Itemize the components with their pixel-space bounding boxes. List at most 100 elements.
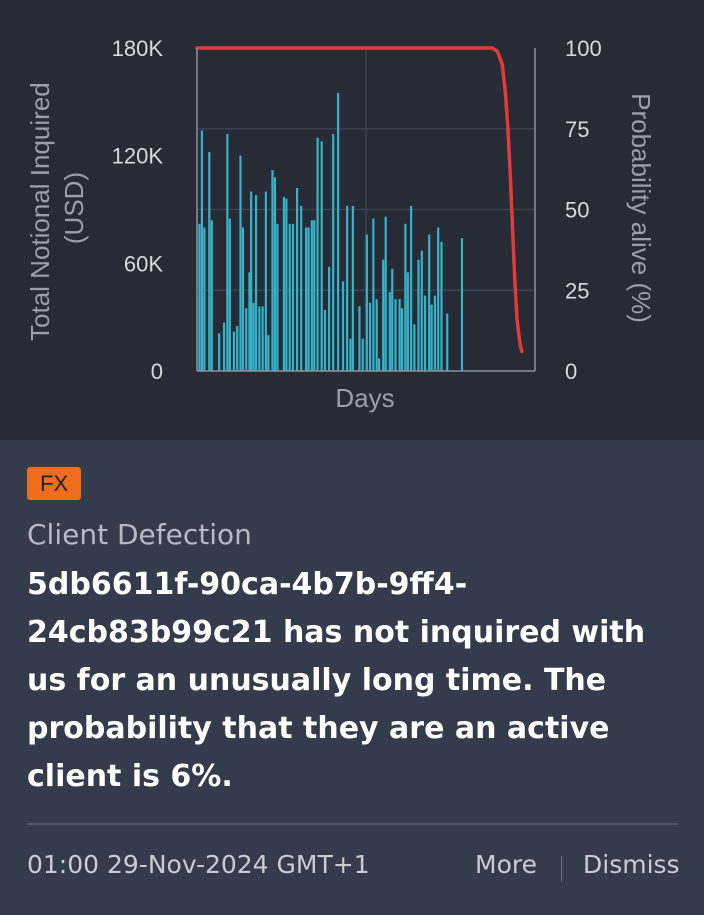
bar-6 (222, 322, 226, 371)
footer-separator (561, 856, 562, 882)
chart-bars (198, 92, 464, 371)
bar-50 (375, 299, 378, 371)
bar-35 (316, 137, 319, 371)
bar-72 (460, 238, 464, 371)
bar-15 (250, 191, 253, 371)
bar-21 (267, 335, 270, 371)
bar-20 (264, 191, 268, 371)
bar-18 (258, 306, 261, 371)
bar-47 (365, 234, 368, 371)
bar-42 (346, 205, 349, 371)
bar-27 (288, 223, 291, 371)
chart-line (195, 46, 524, 354)
bar-19 (261, 306, 264, 371)
left-tick-label: 0 (151, 359, 163, 384)
bar-5 (218, 333, 221, 371)
bar-58 (400, 308, 404, 371)
bar-2 (203, 227, 206, 371)
bar-37 (323, 309, 327, 371)
right-tick-label: 100 (565, 36, 602, 61)
bar-26 (285, 198, 288, 371)
bar-25 (282, 196, 286, 371)
bar-16 (252, 302, 255, 371)
bar-38 (327, 266, 331, 371)
bar-57 (398, 299, 401, 371)
bar-11 (239, 155, 242, 371)
notional-probability-chart: 180K 120K 60K 0 100 75 50 25 0 Days Total Notio… (0, 0, 704, 440)
chart-frame (196, 48, 536, 372)
bar-56 (394, 299, 397, 371)
left-axis-title-line-1: Total Notional Inquired (25, 82, 55, 341)
bar-29 (295, 187, 299, 371)
bar-32 (307, 227, 310, 371)
alert-category: Client Defection (27, 518, 252, 551)
bar-52 (382, 259, 385, 371)
right-tick-label: 0 (565, 359, 577, 384)
right-tick-label: 75 (565, 117, 589, 142)
bar-24 (276, 223, 279, 371)
bar-36 (320, 141, 323, 371)
bar-54 (388, 292, 391, 371)
bar-67 (430, 304, 433, 371)
bar-53 (384, 216, 387, 371)
left-tick-label: 60K (124, 251, 163, 276)
bar-8 (228, 218, 231, 371)
alert-timestamp: 01:00 29-Nov-2024 GMT+1 (27, 850, 370, 879)
bar-23 (273, 177, 277, 371)
right-axis-ticks: 100 75 50 25 0 (565, 36, 602, 384)
left-tick-label: 180K (112, 36, 164, 61)
bar-1 (200, 130, 204, 371)
footer-divider (27, 823, 677, 825)
more-button[interactable]: More (475, 850, 537, 879)
bar-46 (361, 338, 364, 371)
bar-64 (420, 250, 423, 371)
dismiss-button[interactable]: Dismiss (583, 850, 680, 879)
left-axis-ticks: 180K 120K 60K 0 (112, 36, 164, 384)
bar-70 (440, 241, 443, 371)
bar-43 (349, 338, 352, 371)
left-axis-title: Total Notional Inquired (USD) (25, 75, 89, 341)
bar-59 (404, 223, 407, 371)
chart-svg: 180K 120K 60K 0 100 75 50 25 0 Days Total Notio… (25, 36, 656, 413)
bar-13 (245, 308, 248, 371)
bar-31 (305, 227, 308, 371)
alert-footer: 01:00 29-Nov-2024 GMT+1 More Dismiss (27, 850, 680, 890)
bar-71 (446, 313, 449, 371)
bar-66 (428, 234, 431, 371)
bar-7 (226, 134, 229, 371)
bar-28 (291, 223, 295, 371)
bar-0 (198, 223, 201, 371)
bar-9 (232, 331, 236, 371)
bar-3 (208, 152, 211, 371)
right-axis-title: Probability alive (%) (626, 93, 656, 323)
alert-message: 5db6611f-90ca-4b7b-9ff4-24cb83b99c21 has… (27, 567, 646, 794)
bar-44 (351, 205, 354, 371)
bar-65 (423, 295, 427, 371)
bar-48 (369, 302, 372, 371)
left-axis-title-line-2: (USD) (59, 172, 89, 244)
x-axis-title: Days (335, 383, 394, 413)
left-tick-label: 120K (112, 144, 164, 169)
bar-14 (248, 272, 251, 371)
bar-4 (210, 220, 213, 371)
bar-10 (236, 326, 239, 371)
bar-63 (417, 259, 420, 371)
bar-68 (433, 295, 437, 371)
bar-45 (358, 306, 361, 371)
bar-17 (254, 195, 258, 371)
bar-22 (271, 170, 274, 371)
bar-69 (437, 227, 440, 371)
bar-55 (391, 268, 394, 371)
bar-40 (337, 92, 340, 371)
right-tick-label: 25 (565, 278, 589, 303)
bar-39 (332, 134, 335, 371)
asset-class-badge: FX (27, 467, 82, 500)
probability-line (195, 46, 524, 354)
bar-62 (413, 324, 416, 371)
bar-60 (406, 272, 409, 371)
bar-49 (372, 218, 375, 371)
bar-61 (410, 205, 413, 371)
bar-30 (300, 205, 303, 371)
bar-34 (313, 220, 316, 371)
